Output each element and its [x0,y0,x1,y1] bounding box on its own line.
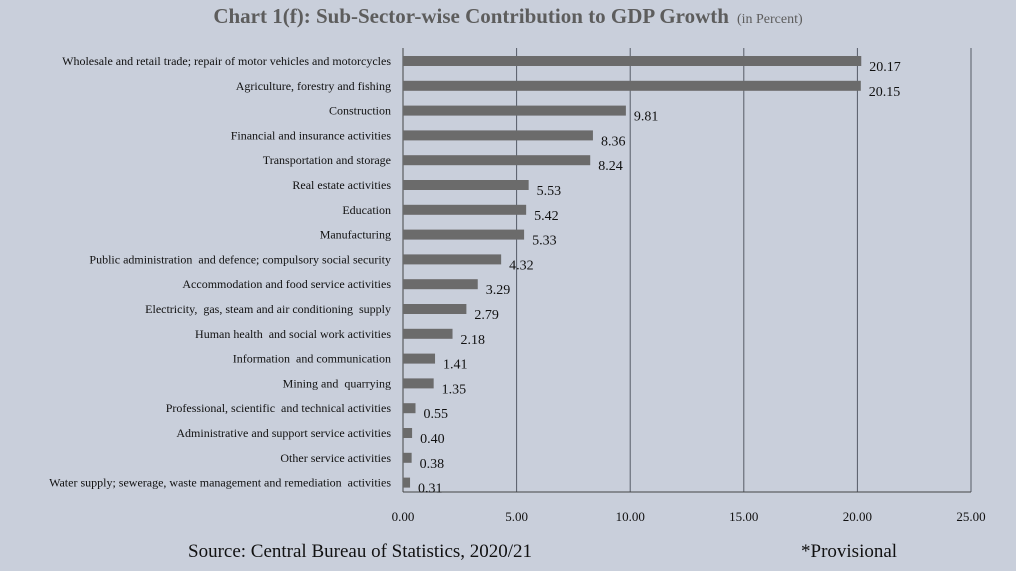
bar [403,304,467,314]
category-label: Financial and insurance activities [231,128,392,142]
category-label: Mining and quarrying [283,376,391,390]
data-label: 0.55 [423,407,448,422]
category-label: Public administration and defence; compu… [89,252,391,266]
data-label: 20.17 [869,60,901,75]
bar [403,428,413,438]
x-tick-label: 25.00 [956,509,985,524]
bar [403,353,436,364]
bar [403,56,862,66]
x-tick-label: 15.00 [729,509,758,524]
x-tick-label: 20.00 [843,509,872,524]
bar [403,105,626,116]
bar [403,180,529,190]
category-label: Manufacturing [320,228,391,242]
category-label: Human health and social work activities [195,327,391,341]
data-label: 1.35 [442,382,467,397]
bar [403,403,416,414]
data-label: 0.31 [418,482,443,497]
provisional-note: *Provisional [801,541,898,562]
data-label: 3.29 [486,283,511,298]
category-label: Education [342,203,391,217]
data-label: 8.36 [601,134,626,149]
category-label: Agriculture, forestry and fishing [236,79,391,93]
data-label: 0.38 [420,457,445,472]
bar [403,328,453,339]
category-label: Water supply; sewerage, waste management… [49,476,391,490]
chart-title: Chart 1(f): Sub-Sector-wise Contribution… [0,4,1016,29]
category-label: Other service activities [280,451,391,465]
data-label: 2.79 [474,308,499,323]
bar [403,279,478,290]
data-label: 5.42 [534,209,559,224]
category-label: Electricity, gas, steam and air conditio… [145,302,391,316]
category-label: Information and communication [233,352,391,366]
chart-unit-text: (in Percent) [736,12,803,27]
data-label: 5.33 [532,234,557,249]
bar [403,452,412,463]
data-label: 20.15 [869,85,901,100]
x-tick-label: 10.00 [616,509,645,524]
data-label: 2.18 [461,333,486,348]
data-label: 5.53 [537,184,562,199]
bar [403,155,591,166]
source-note: Source: Central Bureau of Statistics, 20… [188,541,533,562]
category-label: Accommodation and food service activitie… [182,277,391,291]
category-label: Real estate activities [292,178,391,192]
bar [403,229,525,240]
data-label: 8.24 [598,159,623,174]
data-label: 9.81 [634,110,659,125]
chart-title-text: Chart 1(f): Sub-Sector-wise Contribution… [213,4,729,28]
bar [403,254,502,265]
bar [403,80,861,91]
category-label: Construction [329,104,391,118]
category-label: Administrative and support service activ… [176,426,391,440]
category-label: Professional, scientific and technical a… [166,401,392,415]
bar [403,204,527,215]
category-label: Transportation and storage [263,153,391,167]
x-tick-label: 0.00 [392,509,415,524]
bar [403,378,434,389]
bar [403,130,593,141]
category-label: Wholesale and retail trade; repair of mo… [62,54,391,68]
data-label: 4.32 [509,258,534,273]
x-tick-label: 5.00 [505,509,528,524]
data-label: 0.40 [420,432,445,447]
data-label: 1.41 [443,358,468,373]
bar [403,477,411,488]
